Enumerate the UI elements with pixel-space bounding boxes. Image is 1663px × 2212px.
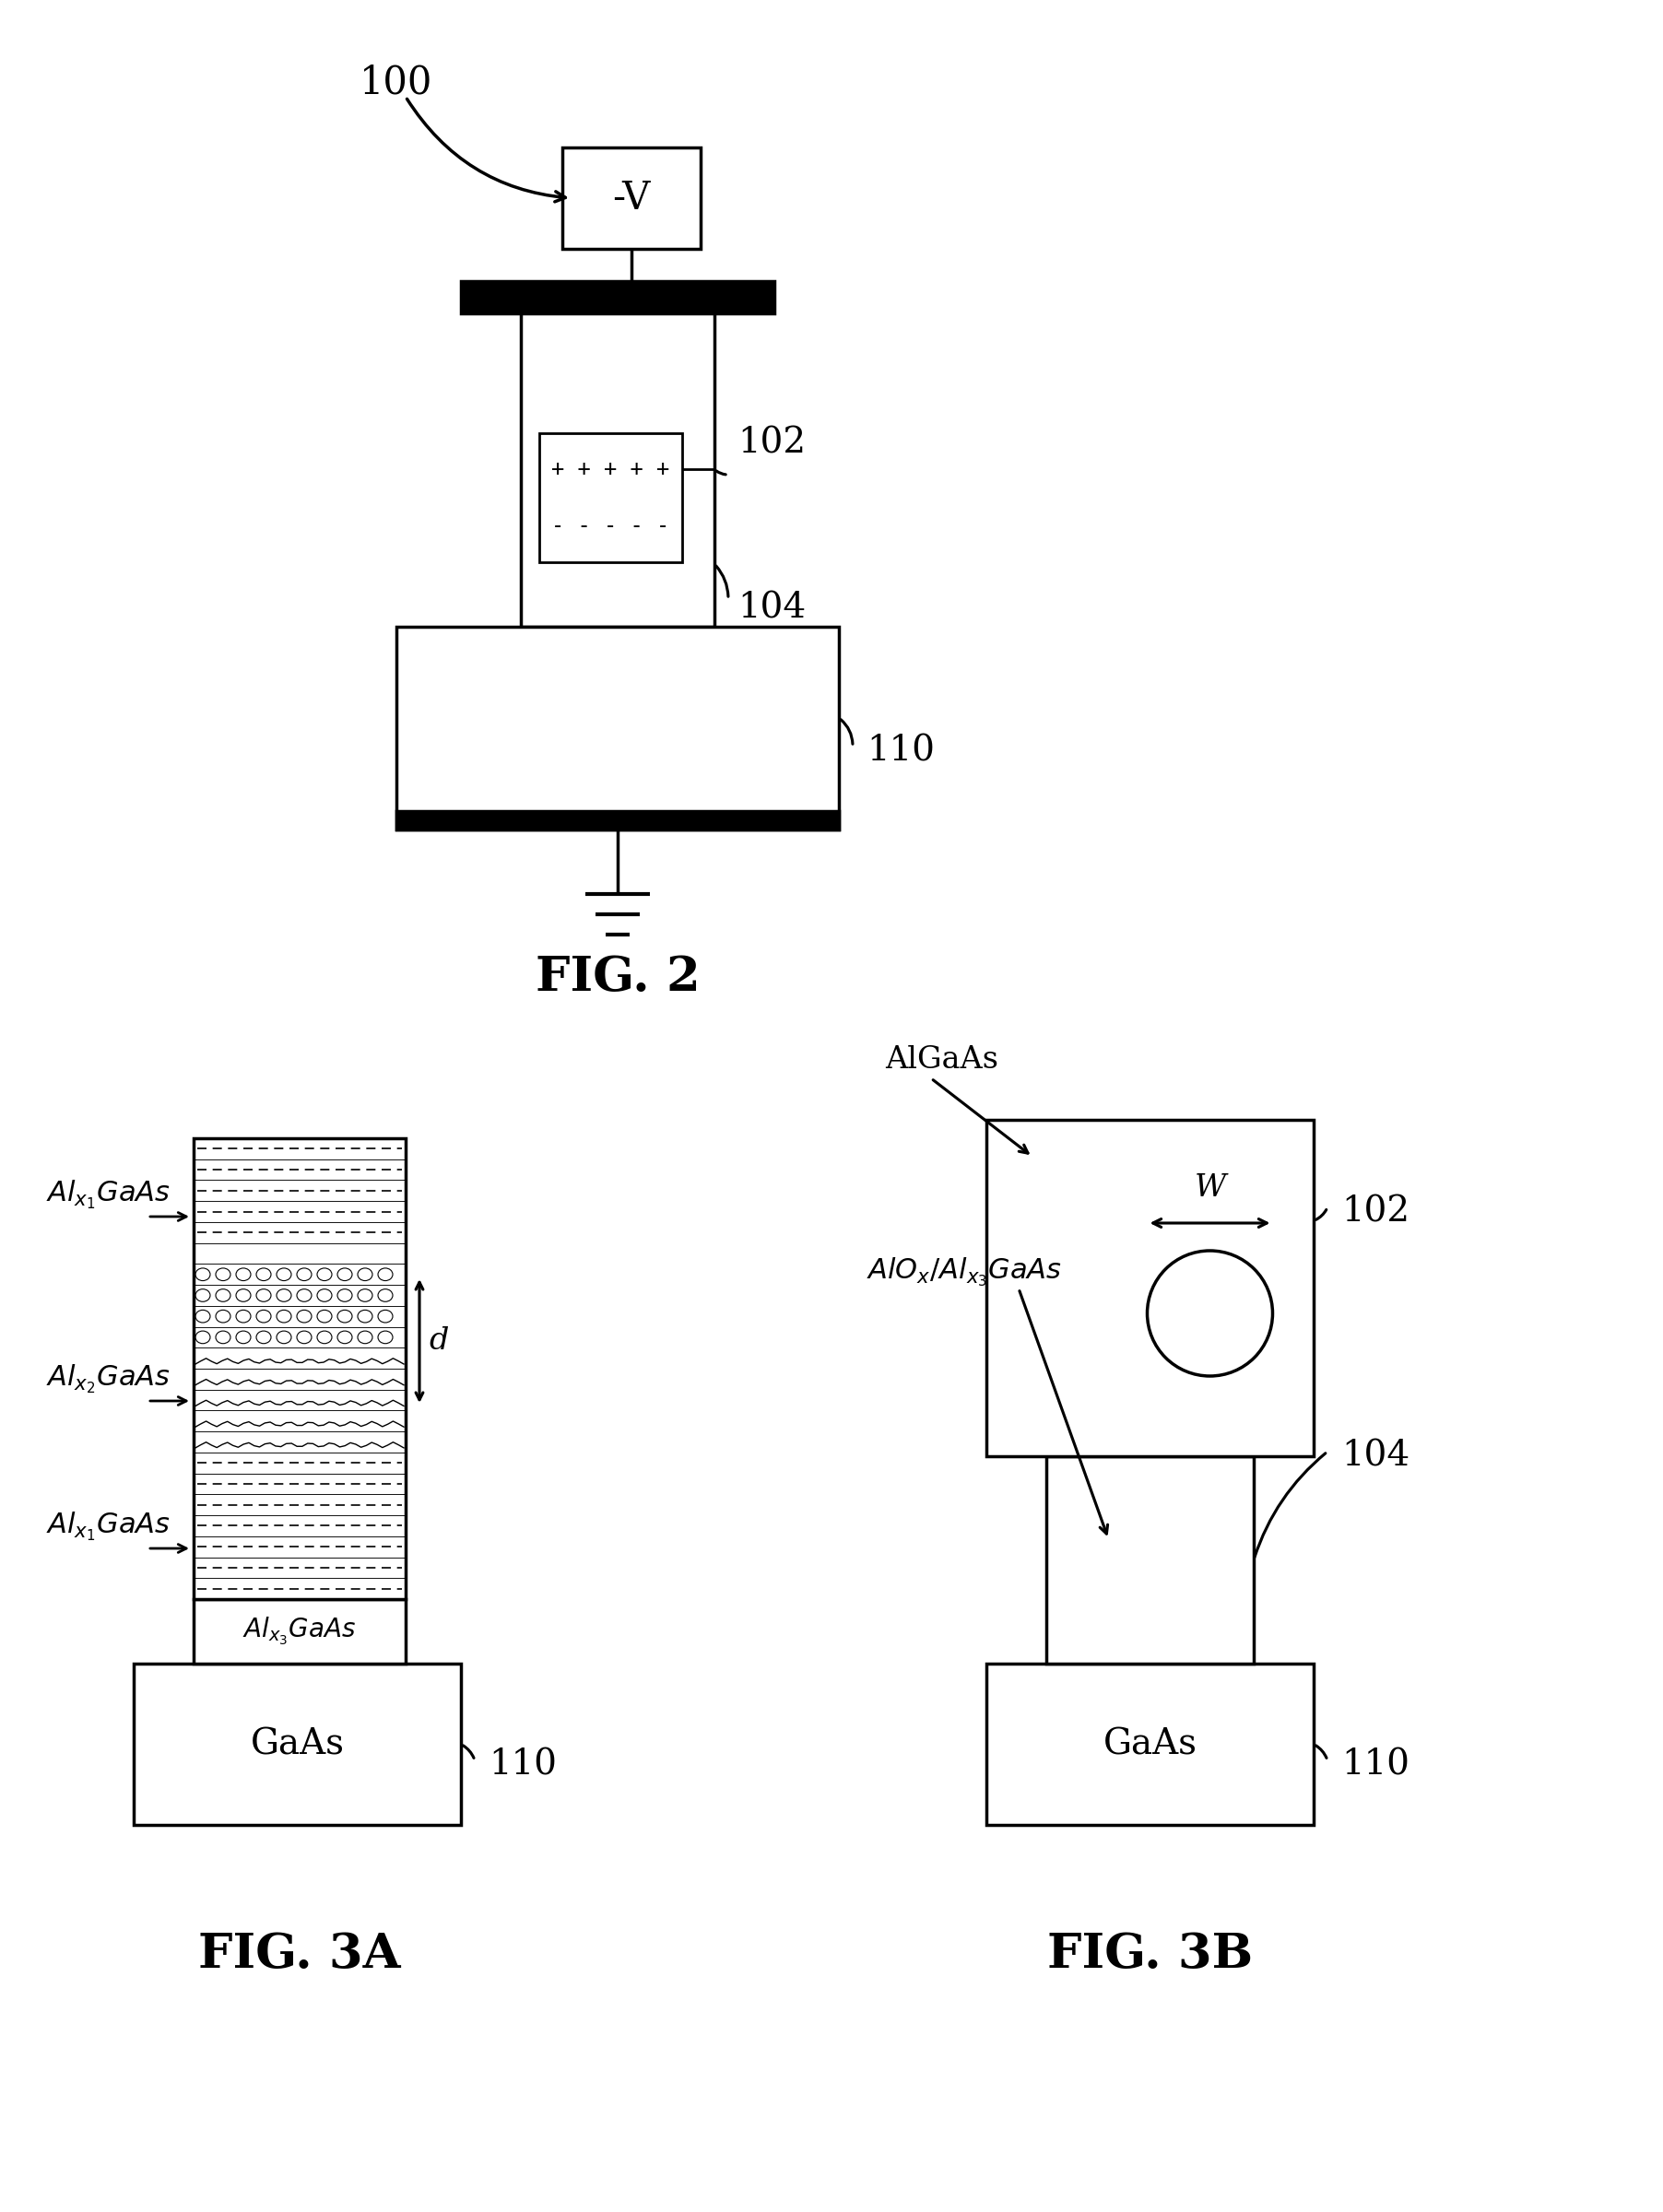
Bar xyxy=(193,1473,406,1495)
Ellipse shape xyxy=(378,1310,392,1323)
Ellipse shape xyxy=(256,1310,271,1323)
Bar xyxy=(193,1139,406,1599)
Bar xyxy=(986,1663,1314,1825)
Text: - - - - -: - - - - - xyxy=(552,515,670,538)
Ellipse shape xyxy=(236,1332,251,1343)
Ellipse shape xyxy=(236,1310,251,1323)
Bar xyxy=(461,281,775,314)
Bar xyxy=(562,148,700,248)
Bar xyxy=(193,1453,406,1473)
Bar xyxy=(193,1557,406,1577)
Text: -V: -V xyxy=(612,179,650,217)
Ellipse shape xyxy=(378,1332,392,1343)
Ellipse shape xyxy=(296,1332,311,1343)
Bar xyxy=(193,1263,406,1285)
Text: GaAs: GaAs xyxy=(1103,1728,1197,1761)
Bar xyxy=(193,1537,406,1557)
Ellipse shape xyxy=(296,1310,311,1323)
Bar xyxy=(193,1411,406,1431)
Ellipse shape xyxy=(318,1332,333,1343)
Text: $Al_{x_1}GaAs$: $Al_{x_1}GaAs$ xyxy=(47,1179,171,1212)
Ellipse shape xyxy=(216,1310,231,1323)
Bar xyxy=(193,1285,406,1305)
Ellipse shape xyxy=(358,1290,373,1301)
Ellipse shape xyxy=(318,1310,333,1323)
Ellipse shape xyxy=(318,1290,333,1301)
Text: d: d xyxy=(429,1327,449,1356)
Ellipse shape xyxy=(318,1267,333,1281)
Bar xyxy=(1046,1455,1254,1663)
Text: 102: 102 xyxy=(1342,1194,1410,1230)
Text: 104: 104 xyxy=(737,591,807,626)
Ellipse shape xyxy=(358,1332,373,1343)
Ellipse shape xyxy=(196,1290,210,1301)
Bar xyxy=(193,1389,406,1411)
Ellipse shape xyxy=(338,1332,353,1343)
Bar xyxy=(193,1347,406,1369)
Ellipse shape xyxy=(296,1290,311,1301)
Bar xyxy=(193,1599,406,1663)
Bar xyxy=(193,1495,406,1515)
Bar xyxy=(193,1577,406,1599)
Ellipse shape xyxy=(338,1290,353,1301)
Ellipse shape xyxy=(196,1310,210,1323)
Ellipse shape xyxy=(236,1267,251,1281)
Text: $Al_{x_2}GaAs$: $Al_{x_2}GaAs$ xyxy=(47,1363,171,1396)
Bar xyxy=(193,1369,406,1389)
Ellipse shape xyxy=(338,1310,353,1323)
Bar xyxy=(396,812,838,830)
Ellipse shape xyxy=(216,1267,231,1281)
Ellipse shape xyxy=(358,1267,373,1281)
Text: FIG. 3B: FIG. 3B xyxy=(1048,1931,1254,1978)
Bar xyxy=(539,434,682,562)
Text: 104: 104 xyxy=(1342,1440,1410,1473)
Bar xyxy=(193,1515,406,1537)
Text: + + + + +: + + + + + xyxy=(552,458,670,480)
Bar xyxy=(193,1243,406,1263)
Text: W: W xyxy=(1194,1172,1226,1203)
Text: 100: 100 xyxy=(359,64,432,102)
Text: $Al_{x_3}GaAs$: $Al_{x_3}GaAs$ xyxy=(243,1615,356,1648)
Ellipse shape xyxy=(196,1332,210,1343)
Bar xyxy=(193,1139,406,1159)
Text: 110: 110 xyxy=(489,1747,557,1783)
Ellipse shape xyxy=(276,1267,291,1281)
Ellipse shape xyxy=(296,1267,311,1281)
Bar xyxy=(133,1663,461,1825)
Ellipse shape xyxy=(196,1267,210,1281)
Bar xyxy=(193,1327,406,1347)
Ellipse shape xyxy=(358,1310,373,1323)
Ellipse shape xyxy=(216,1290,231,1301)
Bar xyxy=(521,314,715,626)
Ellipse shape xyxy=(276,1290,291,1301)
Bar xyxy=(193,1221,406,1243)
Ellipse shape xyxy=(256,1267,271,1281)
Text: GaAs: GaAs xyxy=(249,1728,344,1761)
Text: FIG. 3A: FIG. 3A xyxy=(198,1931,401,1978)
Ellipse shape xyxy=(378,1290,392,1301)
Ellipse shape xyxy=(276,1310,291,1323)
Bar xyxy=(193,1201,406,1221)
Text: 102: 102 xyxy=(737,427,807,460)
Bar xyxy=(986,1119,1314,1455)
Bar xyxy=(193,1181,406,1201)
Ellipse shape xyxy=(338,1267,353,1281)
Ellipse shape xyxy=(378,1267,392,1281)
Bar xyxy=(193,1305,406,1327)
Ellipse shape xyxy=(256,1332,271,1343)
Bar xyxy=(193,1431,406,1453)
Ellipse shape xyxy=(276,1332,291,1343)
Text: $Al_{x_1}GaAs$: $Al_{x_1}GaAs$ xyxy=(47,1511,171,1544)
Ellipse shape xyxy=(256,1290,271,1301)
Text: $AlO_x/Al_{x_3}GaAs$: $AlO_x/Al_{x_3}GaAs$ xyxy=(866,1256,1063,1287)
Ellipse shape xyxy=(216,1332,231,1343)
Circle shape xyxy=(1147,1250,1272,1376)
Ellipse shape xyxy=(236,1290,251,1301)
Bar xyxy=(396,626,838,830)
Bar xyxy=(193,1159,406,1181)
Text: 110: 110 xyxy=(866,734,935,768)
Text: FIG. 2: FIG. 2 xyxy=(535,953,700,1000)
Text: 110: 110 xyxy=(1342,1747,1410,1783)
Text: AlGaAs: AlGaAs xyxy=(885,1044,998,1075)
